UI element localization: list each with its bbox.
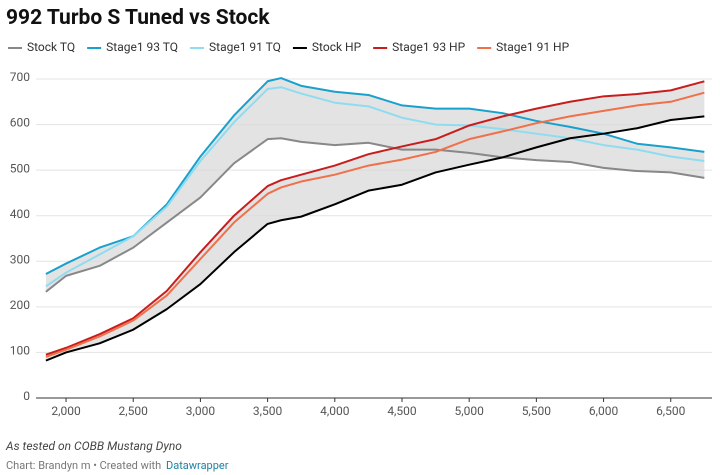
credit: Chart: Brandyn m • Created with	[6, 459, 161, 472]
y-tick-label: 300	[10, 252, 30, 266]
x-tick-label: 4,500	[387, 404, 417, 418]
y-tick-label: 400	[10, 207, 30, 221]
y-tick-label: 0	[23, 389, 30, 403]
series-line	[45, 91, 705, 358]
legend-label: Stage1 93 TQ	[106, 40, 178, 54]
legend-label: Stock TQ	[27, 40, 75, 54]
x-tick-label: 4,000	[320, 404, 350, 418]
series-line	[45, 137, 705, 293]
series-line	[45, 80, 705, 356]
legend-label: Stage1 91 TQ	[209, 40, 281, 54]
x-tick-label: 5,500	[522, 404, 552, 418]
y-tick-label: 600	[10, 116, 30, 130]
y-tick-label: 500	[10, 161, 30, 175]
y-tick-label: 700	[10, 70, 30, 84]
x-tick-label: 6,000	[589, 404, 619, 418]
legend-label: Stock HP	[312, 40, 362, 54]
series-line	[45, 86, 705, 288]
y-tick-label: 200	[10, 298, 30, 312]
notes: As tested on COBB Mustang Dyno	[5, 439, 182, 453]
range-fill	[45, 81, 705, 361]
x-tick-label: 6,500	[656, 404, 686, 418]
series-line	[45, 115, 705, 362]
credit-link[interactable]: Datawrapper	[166, 459, 229, 472]
x-tick-label: 3,500	[253, 404, 283, 418]
legend-label: Stage1 93 HP	[392, 40, 465, 54]
chart-title: 992 Turbo S Tuned vs Stock	[6, 6, 270, 30]
legend-label: Stage1 91 HP	[496, 40, 569, 54]
x-tick-label: 2,000	[51, 404, 81, 418]
x-tick-label: 2,500	[119, 404, 149, 418]
x-tick-label: 3,000	[186, 404, 216, 418]
y-tick-label: 100	[10, 344, 30, 358]
x-tick-label: 5,000	[455, 404, 485, 418]
